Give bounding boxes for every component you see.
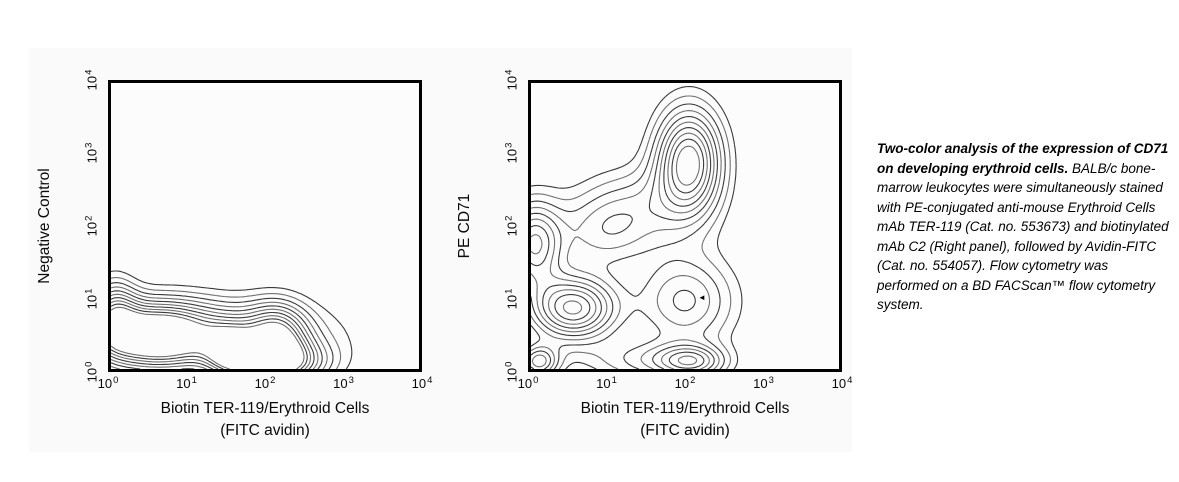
contour-plot-pe-cd71: PE CD71 ◄ 100 101 102 103 104 100 101 102 103 10… (456, 70, 852, 439)
contour-level-0 (111, 270, 353, 369)
contour-level-3 (531, 110, 722, 369)
contour-lines-canvas (111, 270, 353, 369)
contour-level-5 (531, 121, 715, 369)
y-axis-label: Negative Control (36, 168, 53, 284)
contour-level-1 (531, 95, 732, 369)
contour-level-5 (111, 293, 319, 369)
contour-level-6 (111, 297, 315, 369)
contour-level-7 (111, 300, 312, 369)
contour-level-0 (531, 85, 743, 369)
x-axis-label-line2: (FITC avidin) (640, 422, 730, 439)
contour-level-6 (531, 127, 712, 369)
caption-bold-title: Two-color analysis of the expression of … (877, 141, 1169, 176)
figure-caption: Two-color analysis of the expression of … (877, 139, 1169, 315)
contour-level-1 (111, 276, 342, 369)
contour-level-4 (531, 116, 718, 369)
cursor-marker: ◄ (697, 292, 706, 302)
plot-frame: ◄ (528, 80, 842, 372)
x-axis-label-line1: Biotin TER-119/Erythroid Cells (580, 400, 790, 417)
contour-level-2 (111, 282, 334, 369)
x-axis-label: Biotin TER-119/Erythroid Cells (FITC avi… (515, 398, 855, 442)
contour-level-2 (531, 103, 726, 369)
plot-frame (108, 80, 422, 372)
x-axis-label-line1: Biotin TER-119/Erythroid Cells (160, 400, 370, 417)
contour-level-7 (531, 132, 708, 366)
caption-body-text: BALB/c bone-marrow leukocytes were simul… (877, 160, 1169, 313)
y-axis-label: PE CD71 (456, 193, 473, 259)
contour-level-4 (111, 290, 323, 369)
contour-level-9 (562, 145, 700, 315)
x-axis-label: Biotin TER-119/Erythroid Cells (FITC avi… (95, 398, 435, 442)
contour-level-3 (111, 286, 328, 369)
contour-level-8 (111, 303, 308, 369)
contour-lines-canvas (531, 85, 743, 369)
x-axis-label-line2: (FITC avidin) (220, 422, 310, 439)
contour-level-8 (554, 138, 705, 321)
contour-plot-negative-control: Negative Control 100 101 102 103 104 100 101 1… (36, 70, 432, 439)
contour-level-9 (111, 306, 305, 369)
